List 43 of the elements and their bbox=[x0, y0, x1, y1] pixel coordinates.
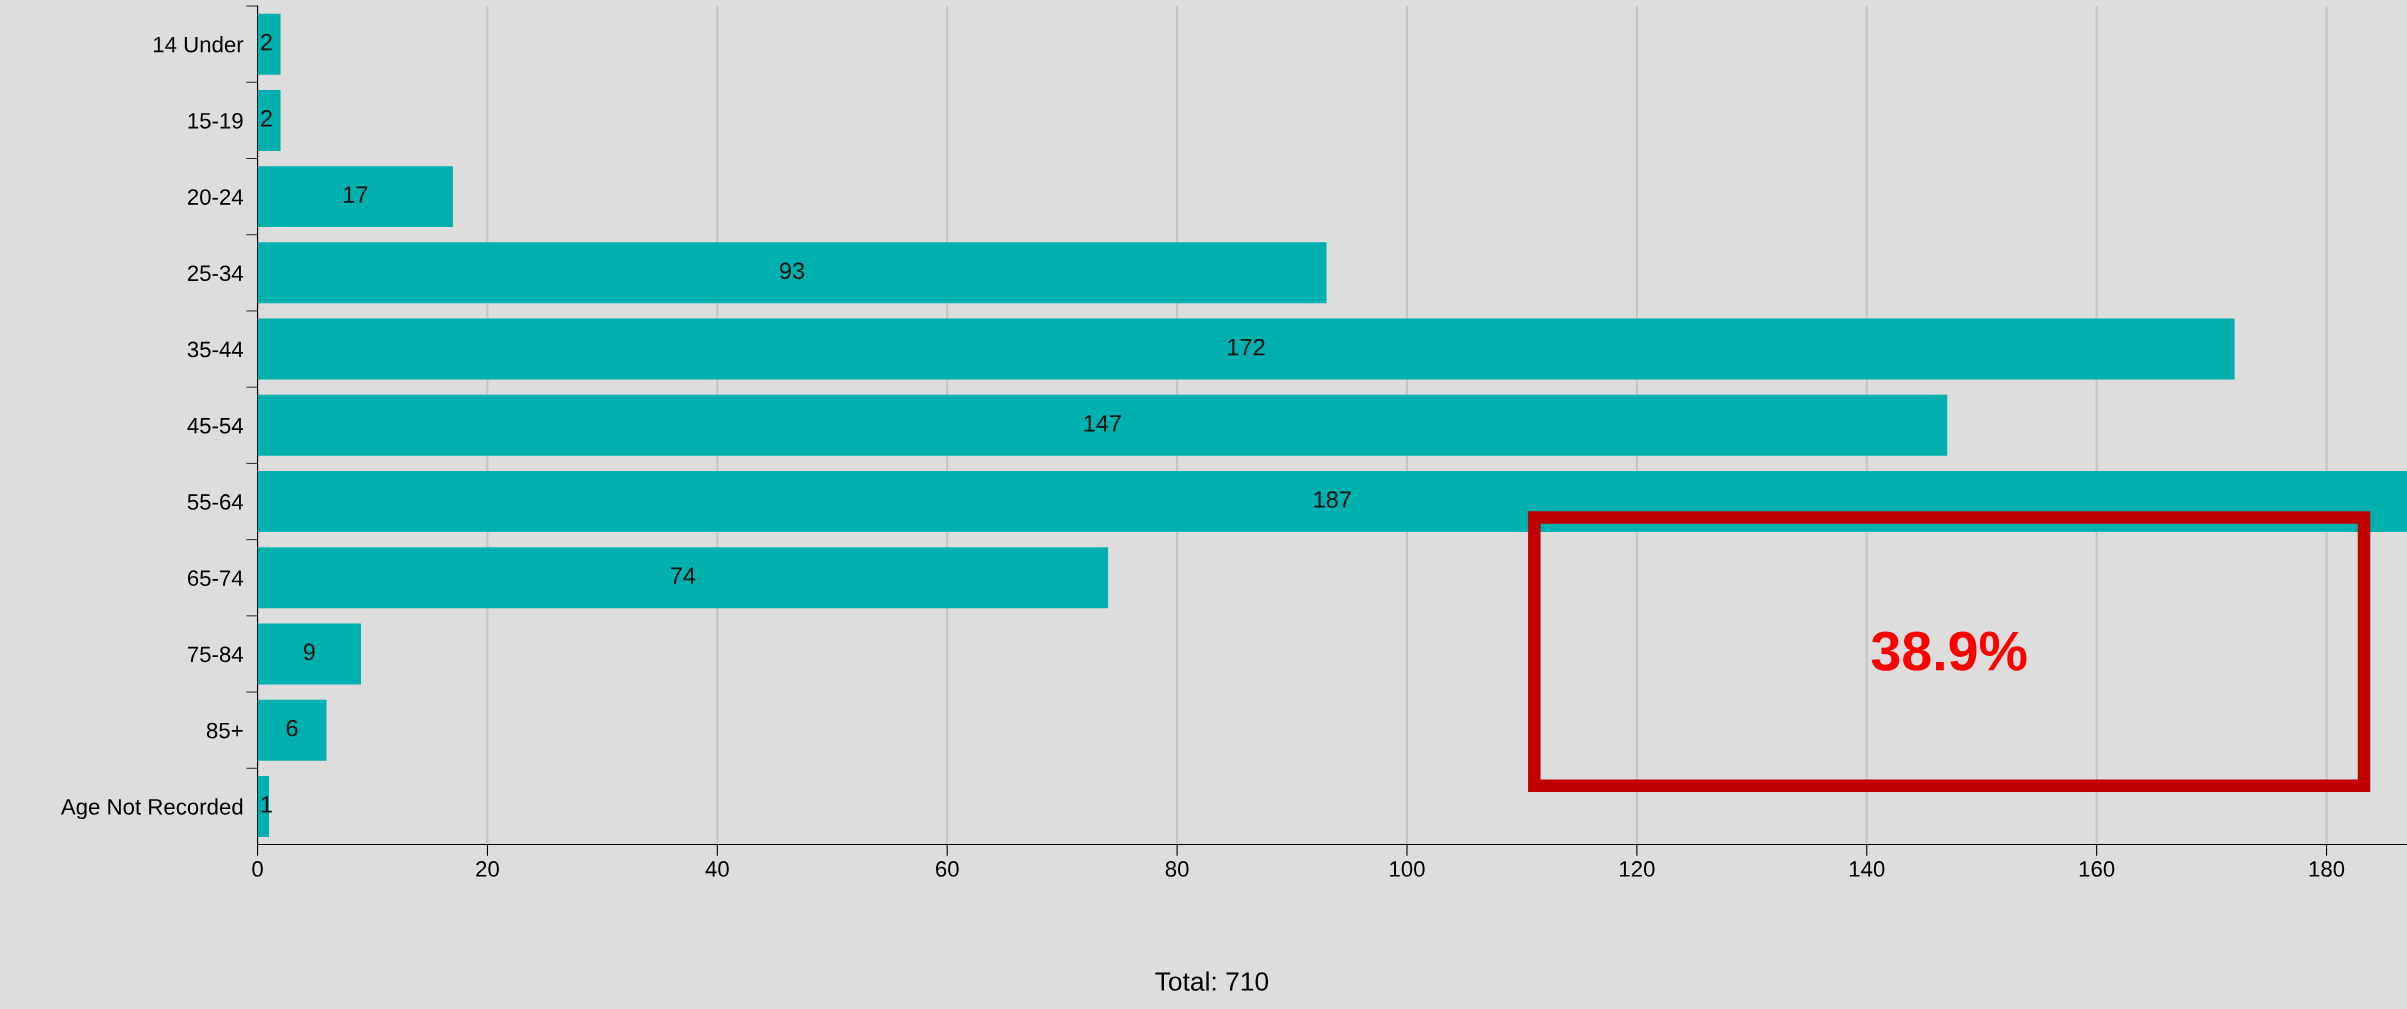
data-label: 147 bbox=[1084, 415, 1121, 432]
x-tick-label: 140 bbox=[1849, 861, 1885, 877]
bar bbox=[257, 242, 1327, 304]
bar bbox=[257, 166, 453, 228]
data-label: 172 bbox=[1228, 338, 1265, 356]
bar bbox=[257, 394, 1948, 456]
y-tick-label: Age Not Recorded bbox=[60, 798, 243, 820]
bar bbox=[257, 318, 2235, 380]
y-tick-label: 20-24 bbox=[187, 189, 244, 205]
annotation: 38.9% bbox=[1871, 631, 2027, 671]
data-label: 93 bbox=[780, 262, 805, 280]
y-tick-label: 65-74 bbox=[187, 570, 244, 587]
x-tick-label: 160 bbox=[2079, 861, 2115, 877]
data-label: 187 bbox=[1314, 491, 1351, 508]
bar bbox=[257, 13, 281, 75]
y-tick-label: 75-84 bbox=[187, 646, 244, 663]
bar bbox=[257, 471, 2407, 533]
x-tick-label: 100 bbox=[1390, 861, 1425, 877]
x-tick-label: 120 bbox=[1620, 861, 1655, 877]
bar bbox=[257, 547, 1109, 609]
y-tick-label: 35-44 bbox=[187, 341, 244, 358]
x-tick-label: 180 bbox=[2309, 861, 2345, 877]
x-tick-label: 60 bbox=[935, 861, 959, 877]
data-label: 2 bbox=[261, 110, 272, 127]
data-label: 6 bbox=[286, 719, 298, 737]
data-label: 17 bbox=[343, 186, 368, 203]
bar bbox=[257, 89, 281, 151]
y-tick-label: 14 Under bbox=[153, 36, 244, 53]
y-tick-label: 55-64 bbox=[187, 494, 244, 510]
data-label: 9 bbox=[303, 643, 315, 661]
bar bbox=[257, 623, 361, 685]
y-tick-label: 25-34 bbox=[187, 265, 244, 282]
data-label: 2 bbox=[261, 33, 272, 51]
bar bbox=[257, 699, 327, 761]
x-tick-label: 0 bbox=[252, 861, 263, 877]
text: Total: 710 bbox=[1155, 971, 1269, 991]
x-tick-label: 40 bbox=[705, 861, 729, 877]
y-tick-label: 45-54 bbox=[187, 418, 244, 434]
data-label: 74 bbox=[670, 567, 696, 584]
x-tick-label: 80 bbox=[1165, 861, 1189, 877]
x-tick-label: 20 bbox=[476, 861, 499, 877]
y-tick-label: 15-19 bbox=[188, 112, 243, 129]
y-tick-label: 85+ bbox=[206, 722, 243, 739]
